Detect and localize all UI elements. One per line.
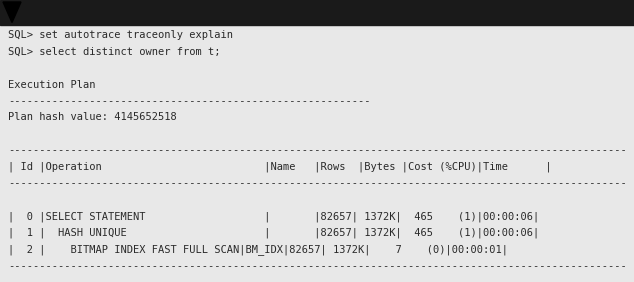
Text: |  0 |SELECT STATEMENT                   |       |82657| 1372K|  465    (1)|00:0: | 0 |SELECT STATEMENT | |82657| 1372K| 4…: [8, 212, 540, 222]
Text: Execution Plan: Execution Plan: [8, 80, 96, 89]
Text: |  1 |  HASH UNIQUE                      |       |82657| 1372K|  465    (1)|00:0: | 1 | HASH UNIQUE | |82657| 1372K| 465 (…: [8, 228, 540, 239]
Text: --------------------------------------------------------------------------------: ----------------------------------------…: [8, 261, 627, 271]
Text: |  2 |    BITMAP INDEX FAST FULL SCAN|BM_IDX|82657| 1372K|    7    (0)|00:00:01|: | 2 | BITMAP INDEX FAST FULL SCAN|BM_IDX…: [8, 244, 508, 255]
Text: SQL> set autotrace traceonly explain: SQL> set autotrace traceonly explain: [8, 30, 233, 40]
Text: Plan hash value: 4145652518: Plan hash value: 4145652518: [8, 113, 177, 122]
Text: --------------------------------------------------------------------------------: ----------------------------------------…: [8, 179, 627, 188]
Text: ----------------------------------------------------------: ----------------------------------------…: [8, 96, 370, 106]
Bar: [0, 0, 634, 25]
Text: SQL> select distinct owner from t;: SQL> select distinct owner from t;: [8, 47, 221, 56]
Polygon shape: [3, 2, 21, 23]
Text: --------------------------------------------------------------------------------: ----------------------------------------…: [8, 146, 627, 155]
Text: | Id |Operation                          |Name   |Rows  |Bytes |Cost (%CPU)|Time: | Id |Operation |Name |Rows |Bytes |Cost…: [8, 162, 552, 173]
